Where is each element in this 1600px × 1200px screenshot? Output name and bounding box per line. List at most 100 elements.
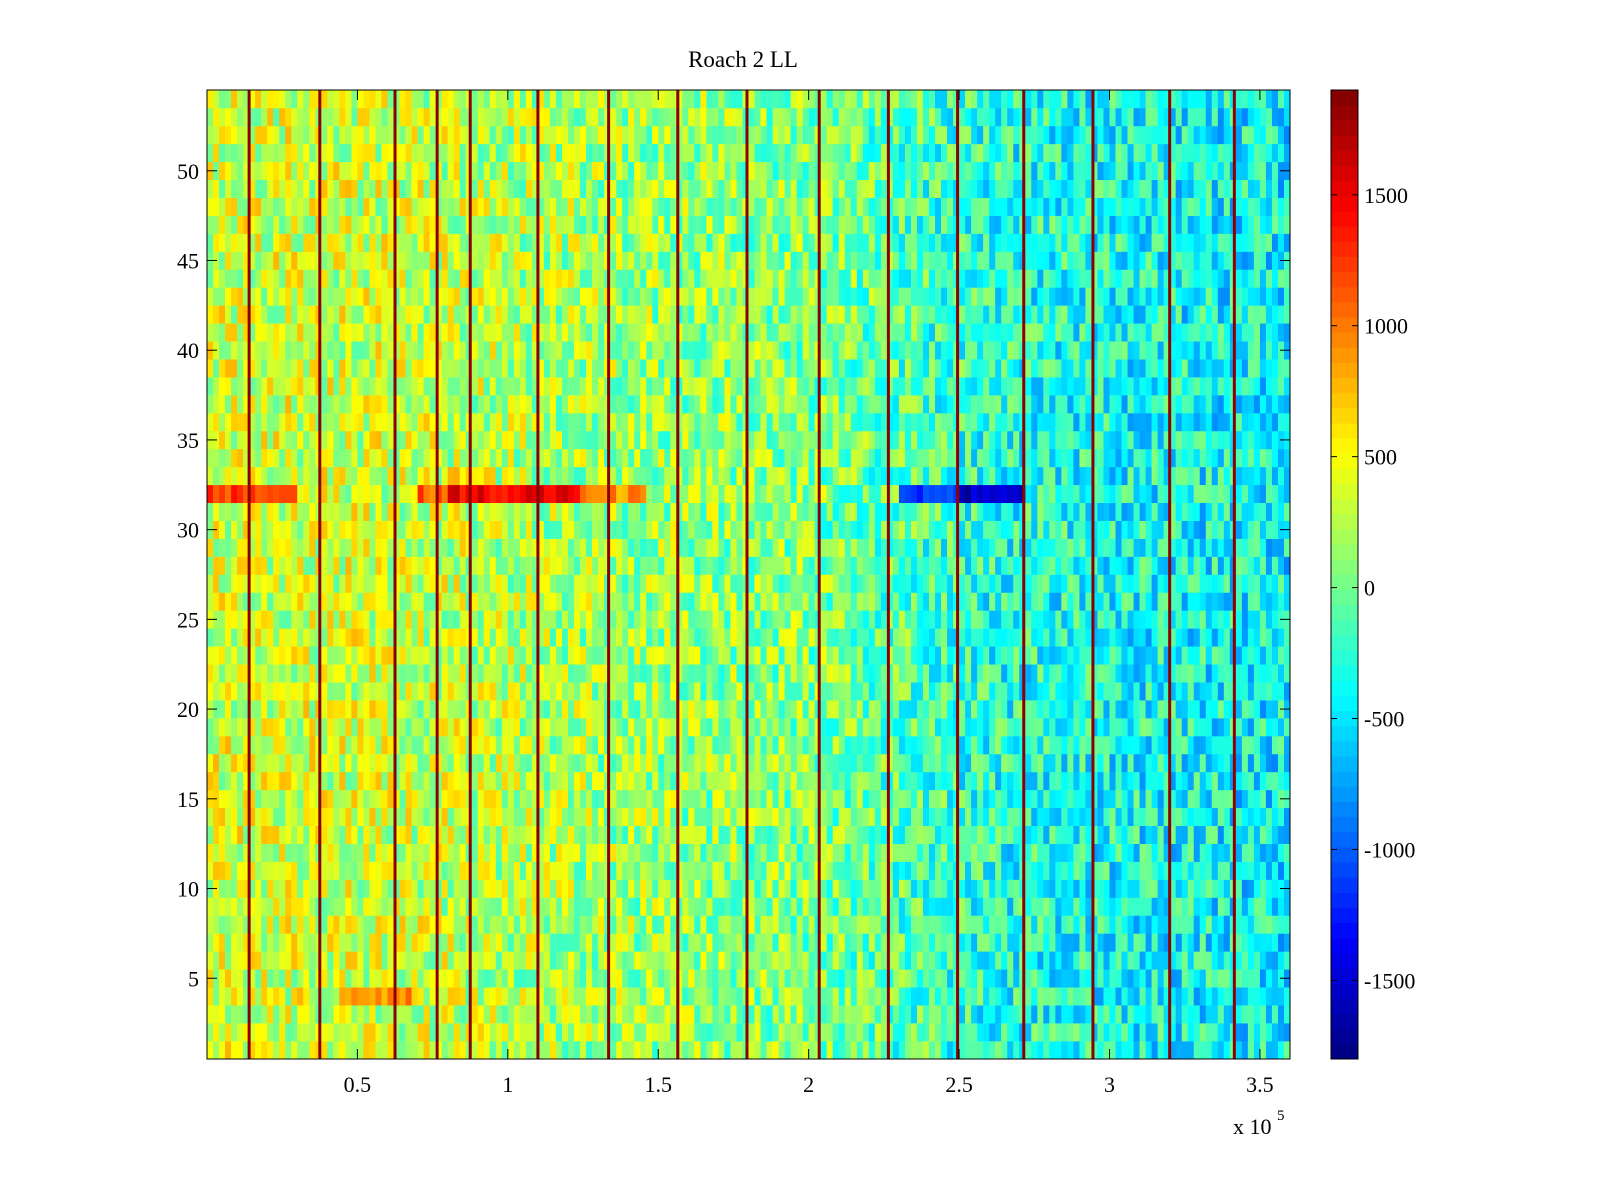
heat-cell (507, 700, 515, 719)
heat-cell (598, 915, 605, 934)
heat-cell (387, 646, 394, 665)
heat-cell (513, 861, 521, 880)
heat-cell (1115, 664, 1122, 683)
heat-cell (1109, 897, 1116, 916)
heat-cell (1241, 951, 1249, 970)
heat-cell (435, 951, 442, 970)
heat-cell (784, 1023, 791, 1042)
heat-cell (1151, 753, 1158, 773)
heat-cell (543, 969, 551, 988)
heat-cell (892, 664, 900, 683)
heat-cell (886, 843, 894, 862)
heat-cell (646, 610, 653, 629)
heat-cell (447, 987, 454, 1006)
heat-cell (339, 951, 346, 970)
heat-cell (1061, 807, 1068, 827)
heat-cell (610, 610, 617, 629)
heat-cell (874, 1005, 882, 1024)
heat-cell (1169, 969, 1176, 988)
heat-cell (519, 987, 527, 1006)
heat-cell (965, 574, 972, 593)
heat-cell (501, 718, 509, 737)
heat-cell (393, 879, 400, 898)
heat-cell (339, 646, 346, 665)
heat-cell (531, 915, 539, 934)
heat-cell (267, 1041, 274, 1060)
heat-cell (772, 879, 779, 898)
heat-cell (1157, 646, 1164, 665)
heat-cell (892, 915, 900, 934)
heat-cell (327, 610, 334, 629)
heat-cell (525, 1005, 533, 1024)
heat-cell (435, 987, 442, 1006)
heat-cell (874, 574, 882, 593)
heat-cell (658, 736, 665, 755)
heat-cell (267, 933, 274, 952)
heat-cell (537, 1023, 545, 1042)
heat-cell (255, 969, 262, 988)
heat-cell (1277, 843, 1285, 862)
heat-cell (1103, 861, 1110, 880)
heat-cell (357, 987, 364, 1006)
heat-cell (1055, 879, 1062, 898)
heat-cell (947, 736, 954, 755)
heat-cell (694, 1041, 701, 1060)
heat-cell (664, 807, 671, 827)
heat-cell (670, 628, 677, 647)
heat-cell (935, 807, 942, 827)
heat-cell (513, 915, 521, 934)
heat-cell (1163, 718, 1170, 737)
heat-cell (838, 718, 846, 737)
heat-cell (778, 1005, 785, 1024)
heat-cell (941, 574, 948, 593)
heat-cell (1235, 843, 1243, 862)
heat-cell (297, 807, 304, 827)
heat-cell (977, 951, 984, 970)
heat-cell (706, 1023, 713, 1042)
heat-cell (766, 969, 773, 988)
heat-cell (1217, 987, 1225, 1006)
heat-cell (537, 825, 545, 844)
heat-cell (796, 574, 803, 593)
heat-cell (820, 825, 828, 844)
heat-cell (537, 915, 545, 934)
heat-cell (327, 682, 334, 701)
heat-cell (369, 789, 376, 809)
heat-cell (658, 915, 665, 934)
heat-cell (1055, 574, 1062, 593)
heat-cell (568, 987, 575, 1006)
heat-cell (1043, 969, 1050, 988)
heat-cell (363, 897, 370, 916)
heat-cell (1157, 969, 1164, 988)
heat-cell (700, 1041, 707, 1060)
heat-cell (285, 592, 292, 611)
heat-cell (471, 897, 479, 916)
heat-cell (1145, 664, 1152, 683)
heat-cell (339, 700, 346, 719)
heat-cell (411, 592, 418, 611)
heat-cell (910, 1023, 918, 1042)
heat-cell (219, 718, 226, 737)
heat-cell (399, 700, 406, 719)
heat-cell (1193, 753, 1201, 773)
heat-cell (309, 664, 316, 683)
heat-cell (333, 825, 340, 844)
heat-cell (580, 807, 587, 827)
heat-cell (790, 807, 797, 827)
heat-cell (941, 951, 948, 970)
heat-cell (297, 753, 304, 773)
heat-cell (1265, 610, 1273, 629)
heat-cell (916, 915, 924, 934)
heat-cell (213, 736, 220, 755)
heat-cell (868, 843, 876, 862)
heat-cell (790, 736, 797, 755)
heat-cell (255, 556, 262, 575)
heat-cell (1157, 1005, 1164, 1024)
heat-cell (447, 897, 454, 916)
heat-cell (303, 825, 310, 844)
heat-cell (1169, 951, 1176, 970)
heat-cell (351, 951, 358, 970)
heat-cell (772, 592, 779, 611)
heat-cell (658, 682, 665, 701)
heat-cell (399, 736, 406, 755)
